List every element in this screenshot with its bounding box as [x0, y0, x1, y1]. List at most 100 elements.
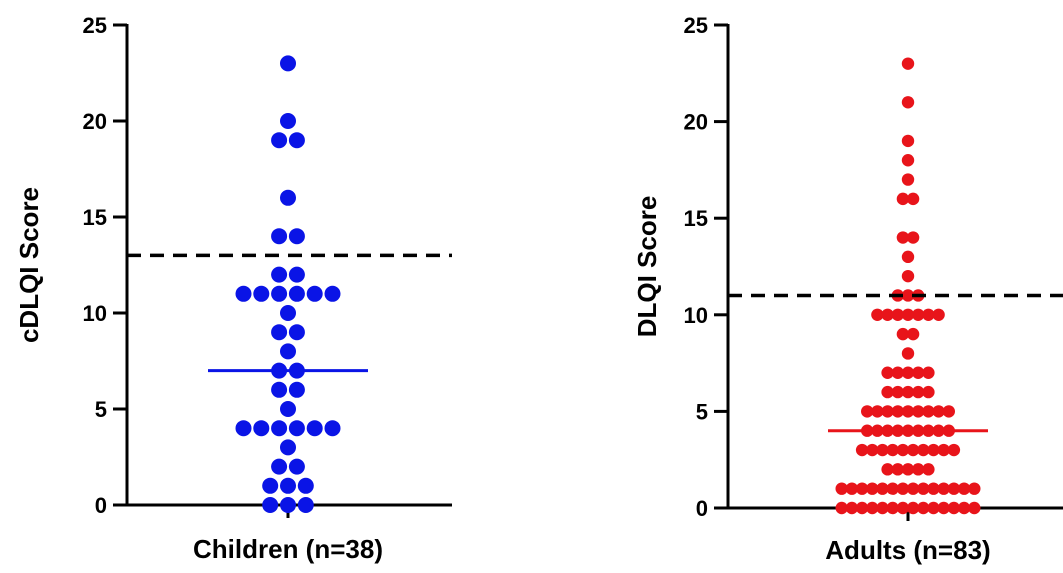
data-point [866, 443, 879, 457]
data-point [901, 96, 915, 109]
data-point [881, 366, 894, 379]
data-point [280, 343, 296, 360]
data-point [901, 308, 915, 321]
data-point [901, 154, 915, 167]
data-point [886, 443, 899, 457]
panel-adults: 0 5 10 15 20 25 DLQI Score Adults (n=83) [632, 13, 1063, 565]
data-point [886, 482, 899, 495]
y-tick-label: 0 [95, 493, 107, 518]
data-point [912, 308, 925, 321]
data-point [922, 463, 935, 476]
data-point [906, 192, 920, 206]
data-point [280, 113, 296, 129]
data-point [262, 477, 279, 494]
y-axis-children: 0 5 10 15 20 25 [83, 13, 129, 518]
data-point [901, 250, 915, 264]
data-point [271, 285, 288, 302]
data-point [835, 482, 848, 495]
data-point [855, 443, 869, 457]
data-point [906, 443, 920, 457]
data-point [855, 482, 869, 495]
data-point [288, 285, 305, 302]
data-point [901, 463, 915, 476]
data-point [912, 385, 925, 399]
y-tick-label: 20 [684, 110, 708, 135]
data-point [871, 405, 884, 418]
data-point [876, 443, 889, 457]
data-point [280, 55, 296, 72]
data-point [896, 231, 910, 244]
data-point [891, 463, 904, 476]
data-point [937, 482, 950, 495]
data-point [957, 482, 971, 495]
data-point [271, 228, 288, 245]
data-point [922, 405, 935, 418]
data-point [280, 477, 296, 494]
data-point [288, 266, 305, 283]
data-point [922, 366, 935, 379]
data-point [324, 285, 341, 302]
data-point [901, 134, 915, 148]
data-point [288, 228, 305, 245]
data-point [288, 324, 305, 341]
data-point [881, 385, 894, 399]
data-point [271, 132, 288, 149]
y-tick-label: 15 [684, 206, 708, 231]
data-point [968, 501, 981, 515]
data-point [901, 173, 915, 186]
data-point [306, 420, 323, 437]
data-point [881, 405, 894, 418]
data-point [271, 420, 288, 437]
data-point [932, 405, 945, 418]
data-point [280, 189, 296, 206]
data-point [845, 501, 859, 515]
panel-children: 0 5 10 15 20 25 cDLQI Score Children (n=38) [14, 13, 452, 564]
data-point [288, 458, 305, 475]
data-point [932, 308, 945, 321]
data-point [937, 501, 950, 515]
y-axis-adults: 0 5 10 15 20 25 [684, 13, 730, 521]
data-point [280, 497, 296, 513]
data-point [957, 501, 971, 515]
data-point [324, 420, 341, 437]
data-point [280, 305, 296, 321]
data-point [835, 501, 848, 515]
data-point [947, 443, 961, 457]
data-point [917, 482, 930, 495]
data-point [876, 482, 889, 495]
data-point [937, 443, 950, 457]
data-point [871, 308, 884, 321]
data-point [262, 497, 279, 513]
data-point [947, 482, 961, 495]
data-point [901, 347, 915, 360]
data-point [288, 132, 305, 149]
data-point [271, 324, 288, 341]
data-point [896, 192, 910, 206]
data-point [912, 405, 925, 418]
data-point [288, 420, 305, 437]
data-point [866, 501, 879, 515]
y-axis-title-adults: DLQI Score [632, 196, 662, 338]
data-point [906, 231, 920, 244]
data-point [891, 385, 904, 399]
data-point [280, 401, 296, 417]
data-point [876, 501, 889, 515]
x-axis-title-adults: Adults (n=83) [825, 535, 990, 565]
data-point [896, 501, 910, 515]
data-point [288, 381, 305, 398]
data-point [297, 477, 314, 494]
data-point [271, 381, 288, 398]
y-tick-label: 5 [95, 397, 107, 422]
data-point [306, 285, 323, 302]
data-point [891, 405, 904, 418]
data-point [922, 308, 935, 321]
data-point [280, 439, 296, 456]
data-point [901, 269, 915, 283]
data-point [896, 327, 910, 341]
data-point [896, 443, 910, 457]
data-point [901, 385, 915, 399]
data-point [906, 501, 920, 515]
data-point [927, 501, 940, 515]
data-point [901, 57, 915, 70]
data-point [881, 463, 894, 476]
